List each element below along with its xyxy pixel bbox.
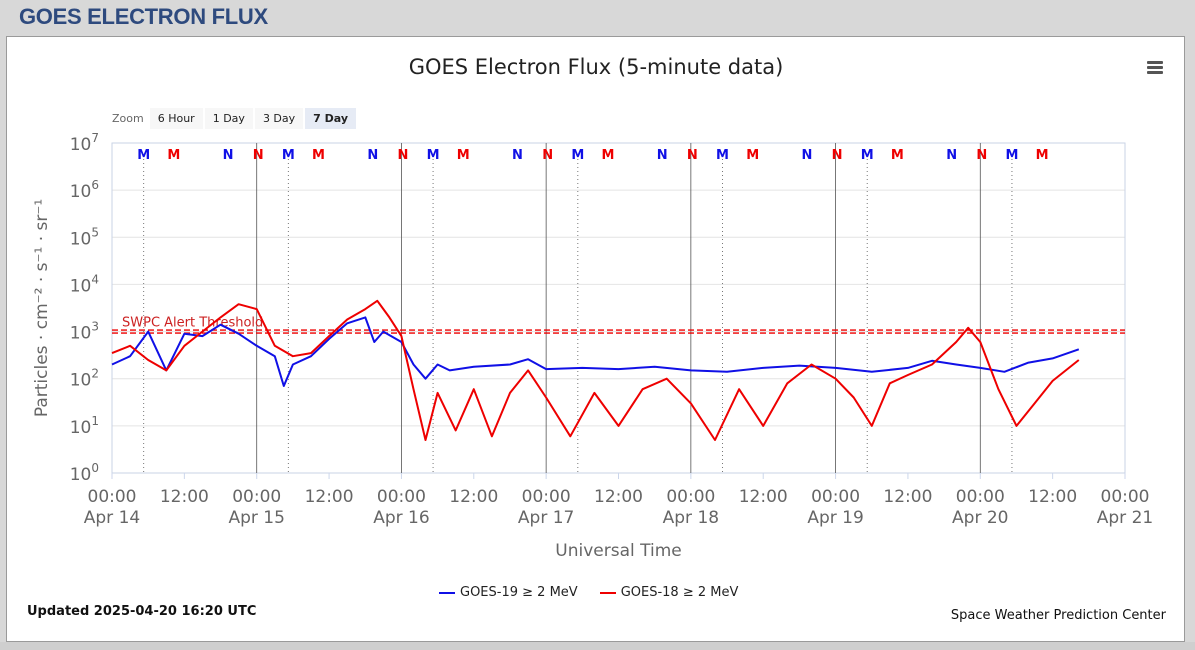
threshold-label: SWPC Alert Threshold	[122, 316, 263, 331]
x-tick-date-label: Apr 14	[84, 508, 140, 528]
updated-timestamp: Updated 2025-04-20 16:20 UTC	[27, 604, 257, 619]
marker-label: N	[253, 148, 264, 163]
series-line-goes19	[111, 316, 1080, 387]
legend-item-goes18[interactable]: GOES-18 ≥ 2 MeV	[599, 585, 739, 600]
marker-label: N	[397, 148, 408, 163]
marker-label: N	[946, 148, 957, 163]
zoom-6-hour-button[interactable]: 6 Hour	[149, 107, 203, 129]
marker-label: M	[1005, 148, 1018, 163]
legend-label-goes18: GOES-18 ≥ 2 MeV	[620, 585, 739, 600]
x-tick-label: 12:00	[1028, 487, 1077, 507]
marker-label: N	[976, 148, 987, 163]
marker-label: M	[861, 148, 874, 163]
marker-label: N	[657, 148, 668, 163]
chart-title: GOES Electron Flux (5-minute data)	[409, 55, 784, 79]
legend-item-goes19[interactable]: GOES-19 ≥ 2 MeV	[439, 585, 578, 600]
x-tick-label: 00:00	[1101, 487, 1150, 507]
marker-label: M	[282, 148, 295, 163]
y-tick-label: 107	[70, 131, 99, 155]
zoom-label: Zoom	[112, 111, 144, 125]
marker-label: N	[687, 148, 698, 163]
x-tick-date-label: Apr 21	[1097, 508, 1153, 528]
x-tick-label: 12:00	[594, 487, 643, 507]
marker-label: M	[137, 148, 150, 163]
x-tick-date-label: Apr 17	[518, 508, 574, 528]
x-tick-label: 00:00	[522, 487, 571, 507]
x-tick-label: 00:00	[811, 487, 860, 507]
y-tick-label: 101	[70, 414, 99, 438]
chart-legend: GOES-19 ≥ 2 MeV GOES-18 ≥ 2 MeV	[439, 585, 760, 600]
legend-swatch-goes18	[599, 591, 616, 594]
zoom-1-day-button[interactable]: 1 Day	[204, 107, 253, 129]
x-tick-date-label: Apr 15	[228, 508, 284, 528]
marker-label: M	[716, 148, 729, 163]
hamburger-menu-icon[interactable]	[1147, 61, 1163, 75]
marker-label: M	[891, 148, 904, 163]
x-tick-date-label: Apr 16	[373, 508, 429, 528]
legend-label-goes19: GOES-19 ≥ 2 MeV	[460, 585, 578, 600]
legend-swatch-goes19	[439, 591, 455, 594]
chart-panel: GOES Electron Flux (5-minute data) 100 101…	[6, 36, 1185, 642]
x-tick-label: 12:00	[739, 487, 788, 507]
marker-label: M	[571, 148, 584, 163]
y-tick-label: 102	[70, 367, 99, 391]
marker-label: M	[746, 148, 759, 163]
x-tick-label: 00:00	[666, 487, 715, 507]
x-tick-label: 00:00	[88, 487, 137, 507]
marker-label: N	[223, 148, 234, 163]
x-tick-date-label: Apr 19	[807, 508, 863, 528]
y-tick-label: 103	[70, 320, 99, 344]
zoom-7-day-button[interactable]: 7 Day	[305, 107, 357, 129]
marker-label: N	[832, 148, 843, 163]
x-tick-date-label: Apr 20	[952, 508, 1008, 528]
marker-label: M	[1036, 148, 1049, 163]
x-tick-label: 00:00	[377, 487, 426, 507]
chart-svg: GOES Electron Flux (5-minute data) 100 101…	[32, 55, 1153, 561]
app-title: GOES ELECTRON FLUX	[19, 4, 268, 29]
y-tick-label: 105	[70, 225, 99, 249]
zoom-3-day-button[interactable]: 3 Day	[254, 107, 304, 129]
y-tick-label: 106	[70, 178, 99, 202]
y-tick-label: 100	[70, 461, 99, 485]
x-tick-label: 00:00	[232, 487, 281, 507]
plot-border	[111, 142, 1126, 474]
zoom-bar: Zoom 6 Hour 1 Day 3 Day 7 Day	[112, 106, 358, 130]
x-tick-date-label: Apr 18	[663, 508, 719, 528]
marker-label: N	[801, 148, 812, 163]
marker-label: N	[367, 148, 378, 163]
marker-label: M	[457, 148, 470, 163]
series-line-goes18	[111, 299, 1080, 441]
marker-label: M	[601, 148, 614, 163]
bottom-scrollbar[interactable]	[0, 642, 1195, 650]
x-axis-title: Universal Time	[555, 541, 681, 561]
x-tick-label: 12:00	[160, 487, 209, 507]
x-tick-label: 00:00	[956, 487, 1005, 507]
marker-label: M	[167, 148, 180, 163]
marker-label: M	[312, 148, 325, 163]
x-tick-label: 12:00	[883, 487, 932, 507]
x-tick-label: 12:00	[305, 487, 354, 507]
marker-label: N	[512, 148, 523, 163]
y-axis-title: Particles · cm⁻² · s⁻¹ · sr⁻¹	[32, 199, 52, 417]
x-tick-label: 12:00	[449, 487, 498, 507]
y-tick-label: 104	[70, 272, 99, 296]
marker-label: M	[427, 148, 440, 163]
credit-text: Space Weather Prediction Center	[950, 608, 1166, 623]
marker-label: N	[542, 148, 553, 163]
